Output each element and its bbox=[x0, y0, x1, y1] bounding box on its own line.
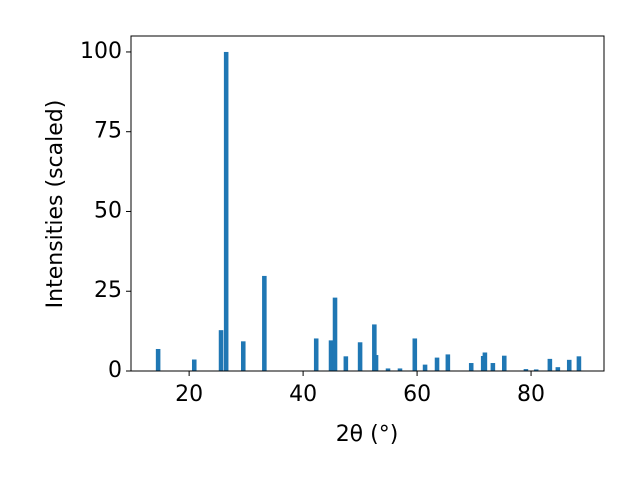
x-tick-label: 60 bbox=[403, 382, 431, 407]
bar bbox=[385, 368, 391, 371]
y-tick-label: 100 bbox=[80, 39, 122, 64]
bar bbox=[445, 354, 451, 371]
y-tick-label: 25 bbox=[94, 278, 122, 303]
bar bbox=[357, 342, 363, 371]
x-tick-label: 80 bbox=[517, 382, 545, 407]
bar bbox=[412, 338, 418, 371]
bar bbox=[468, 363, 474, 371]
bar bbox=[566, 359, 572, 371]
bar bbox=[218, 330, 224, 371]
y-axis-label: Intensities (scaled) bbox=[43, 100, 68, 309]
bar bbox=[397, 368, 403, 371]
bar bbox=[422, 364, 428, 371]
y-tick-label: 50 bbox=[94, 198, 122, 223]
bar bbox=[533, 369, 539, 371]
bar bbox=[332, 297, 338, 371]
bar bbox=[372, 324, 377, 371]
bar bbox=[191, 359, 197, 371]
bar bbox=[155, 348, 161, 371]
bar bbox=[313, 338, 319, 371]
bar bbox=[328, 340, 334, 371]
x-axis-label: 2θ (°) bbox=[336, 422, 399, 447]
bar bbox=[373, 355, 379, 371]
bar bbox=[490, 363, 496, 371]
bar bbox=[482, 352, 488, 371]
bar bbox=[223, 51, 229, 371]
bar bbox=[262, 275, 267, 371]
y-tick-label: 75 bbox=[94, 119, 122, 144]
bar bbox=[434, 357, 440, 371]
bar bbox=[576, 356, 582, 371]
x-tick-label: 40 bbox=[289, 382, 317, 407]
x-tick-label: 20 bbox=[175, 382, 203, 407]
plot-frame bbox=[130, 35, 605, 372]
bar bbox=[547, 358, 553, 371]
bar bbox=[240, 341, 246, 371]
y-tick-label: 0 bbox=[108, 358, 122, 383]
bar bbox=[343, 356, 349, 371]
bar bbox=[501, 355, 507, 371]
bar bbox=[523, 369, 529, 371]
bar bbox=[555, 367, 561, 371]
